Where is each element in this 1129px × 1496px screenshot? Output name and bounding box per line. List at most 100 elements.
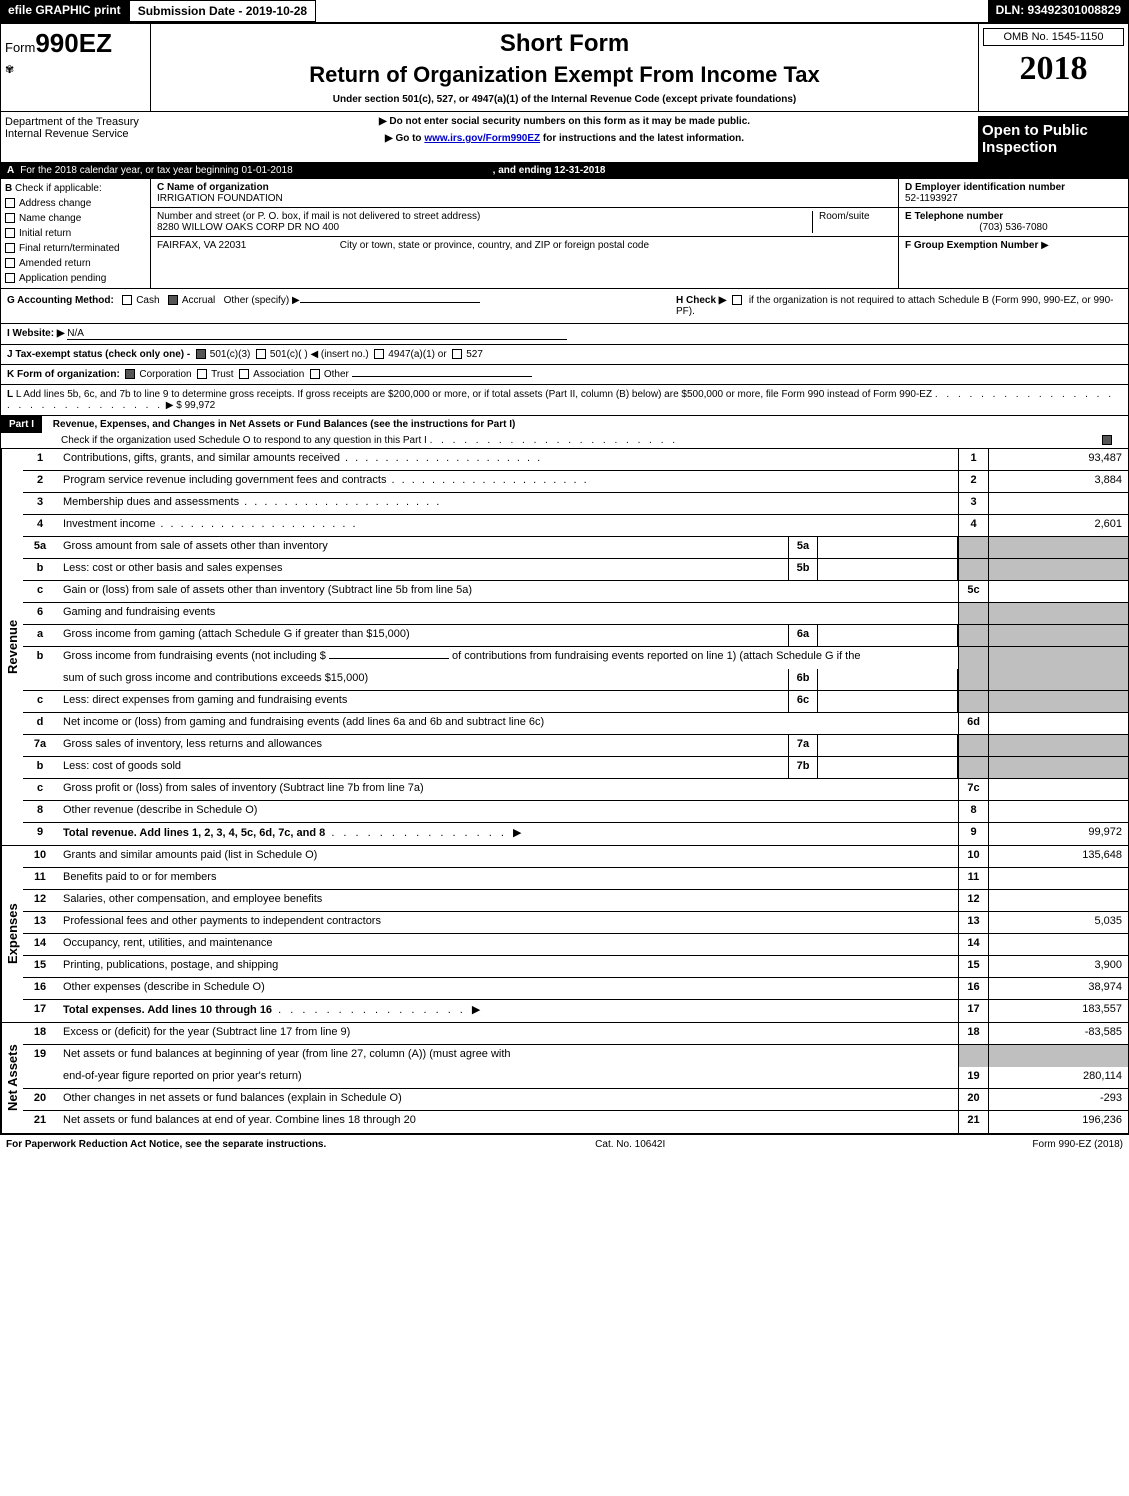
- line-4-num: 4: [23, 515, 57, 536]
- line-7b-sub: 7b: [788, 757, 818, 778]
- section-h: H Check ▶ if the organization is not req…: [676, 295, 1122, 317]
- dept-row: Department of the Treasury Internal Reve…: [0, 112, 1129, 163]
- b-check-label: Check if applicable:: [15, 183, 102, 194]
- line-16-rnum: 16: [958, 978, 988, 999]
- line-10: 10 Grants and similar amounts paid (list…: [23, 846, 1128, 868]
- b-item-3: Final return/terminated: [19, 243, 120, 254]
- section-g: G Accounting Method: Cash Accrual Other …: [7, 295, 676, 317]
- org-name-box: C Name of organization IRRIGATION FOUNDA…: [151, 179, 898, 208]
- form-number-big: 990EZ: [35, 28, 112, 58]
- line-6-rnum: [958, 603, 988, 624]
- chk-initial-return[interactable]: [5, 228, 15, 238]
- b-item-1: Name change: [19, 213, 81, 224]
- row-k: K Form of organization: Corporation Trus…: [0, 365, 1129, 385]
- line-19a-rnum: [958, 1045, 988, 1067]
- line-12-rnum: 12: [958, 890, 988, 911]
- line-8-desc: Other revenue (describe in Schedule O): [57, 801, 958, 822]
- line-5c-num: c: [23, 581, 57, 602]
- line-18-val: -83,585: [988, 1023, 1128, 1044]
- revenue-side-label: Revenue: [1, 449, 23, 845]
- line-3-num: 3: [23, 493, 57, 514]
- irs-link[interactable]: www.irs.gov/Form990EZ: [424, 133, 540, 144]
- line-14-desc: Occupancy, rent, utilities, and maintena…: [57, 934, 958, 955]
- line-5a-rnum: [958, 537, 988, 558]
- line-5b-subval: [818, 559, 958, 580]
- j-opt-3: 527: [466, 349, 483, 360]
- j-opt-0: 501(c)(3): [210, 349, 251, 360]
- ein-value: 52-1193927: [905, 193, 1122, 204]
- addr-value: 8280 WILLOW OAKS CORP DR NO 400: [157, 222, 812, 233]
- chk-501c3[interactable]: [196, 349, 206, 359]
- chk-address-change[interactable]: [5, 198, 15, 208]
- line-6d-val: [988, 713, 1128, 734]
- footer-left: For Paperwork Reduction Act Notice, see …: [6, 1139, 466, 1150]
- part1-check-text: Check if the organization used Schedule …: [61, 435, 427, 446]
- chk-schedule-b[interactable]: [732, 295, 742, 305]
- line-5a-desc: Gross amount from sale of assets other t…: [57, 537, 788, 558]
- chk-501c[interactable]: [256, 349, 266, 359]
- line-21: 21 Net assets or fund balances at end of…: [23, 1111, 1128, 1133]
- h-label: H Check ▶: [676, 295, 726, 306]
- line-6a-num: a: [23, 625, 57, 646]
- section-c: C Name of organization IRRIGATION FOUNDA…: [151, 179, 898, 288]
- line-14-rnum: 14: [958, 934, 988, 955]
- line-7b-num: b: [23, 757, 57, 778]
- line-19b-num: [23, 1067, 57, 1088]
- f-label: F Group Exemption Number: [905, 240, 1038, 251]
- chk-name-change[interactable]: [5, 213, 15, 223]
- line-6a-desc: Gross income from gaming (attach Schedul…: [57, 625, 788, 646]
- section-def: D Employer identification number 52-1193…: [898, 179, 1128, 288]
- ein-box: D Employer identification number 52-1193…: [899, 179, 1128, 208]
- chk-association[interactable]: [239, 369, 249, 379]
- line-7a: 7a Gross sales of inventory, less return…: [23, 735, 1128, 757]
- k-opt-0: Corporation: [139, 369, 191, 380]
- chk-schedule-o[interactable]: [1102, 435, 1112, 445]
- line-10-num: 10: [23, 846, 57, 867]
- chk-final-return[interactable]: [5, 243, 15, 253]
- line-17: 17 Total expenses. Add lines 10 through …: [23, 1000, 1128, 1022]
- chk-application-pending[interactable]: [5, 273, 15, 283]
- line-19a: 19 Net assets or fund balances at beginn…: [23, 1045, 1128, 1067]
- line-16-num: 16: [23, 978, 57, 999]
- line-4-desc: Investment income: [57, 515, 958, 536]
- line-20-num: 20: [23, 1089, 57, 1110]
- revenue-section: Revenue 1 Contributions, gifts, grants, …: [0, 449, 1129, 845]
- b-item-2: Initial return: [19, 228, 71, 239]
- b-item-4: Amended return: [19, 258, 91, 269]
- line-5a-sub: 5a: [788, 537, 818, 558]
- line-6a-rnum: [958, 625, 988, 646]
- line-16: 16 Other expenses (describe in Schedule …: [23, 978, 1128, 1000]
- line-8-rnum: 8: [958, 801, 988, 822]
- notice2-prefix: ▶ Go to: [385, 133, 424, 144]
- chk-corporation[interactable]: [125, 369, 135, 379]
- line-5c-rnum: 5c: [958, 581, 988, 602]
- line-11-desc: Benefits paid to or for members: [57, 868, 958, 889]
- line-a-end: , and ending 12-31-2018: [493, 165, 606, 176]
- sub-title: Under section 501(c), 527, or 4947(a)(1)…: [157, 94, 972, 105]
- expenses-body: 10 Grants and similar amounts paid (list…: [23, 846, 1128, 1022]
- chk-amended-return[interactable]: [5, 258, 15, 268]
- city-box: FAIRFAX, VA 22031 City or town, state or…: [151, 237, 898, 254]
- line-17-num: 17: [23, 1000, 57, 1022]
- topbar-spacer: [316, 0, 987, 22]
- k-other-input[interactable]: [352, 376, 532, 377]
- l-amount: ▶ $ 99,972: [166, 400, 215, 411]
- year-omb-box: OMB No. 1545-1150 2018: [978, 24, 1128, 111]
- line-21-rnum: 21: [958, 1111, 988, 1133]
- g-other: Other (specify) ▶: [224, 295, 300, 306]
- line-15-rnum: 15: [958, 956, 988, 977]
- part1-title: Revenue, Expenses, and Changes in Net As…: [53, 419, 516, 430]
- chk-trust[interactable]: [197, 369, 207, 379]
- chk-527[interactable]: [452, 349, 462, 359]
- line-6b-blank[interactable]: [329, 658, 449, 659]
- line-2-num: 2: [23, 471, 57, 492]
- line-1-val: 93,487: [988, 449, 1128, 470]
- title-box: Short Form Return of Organization Exempt…: [151, 24, 978, 111]
- chk-accrual[interactable]: [168, 295, 178, 305]
- chk-cash[interactable]: [122, 295, 132, 305]
- line-5b-rnum: [958, 559, 988, 580]
- g-other-input[interactable]: [300, 302, 480, 303]
- line-3-val: [988, 493, 1128, 514]
- chk-4947[interactable]: [374, 349, 384, 359]
- chk-other[interactable]: [310, 369, 320, 379]
